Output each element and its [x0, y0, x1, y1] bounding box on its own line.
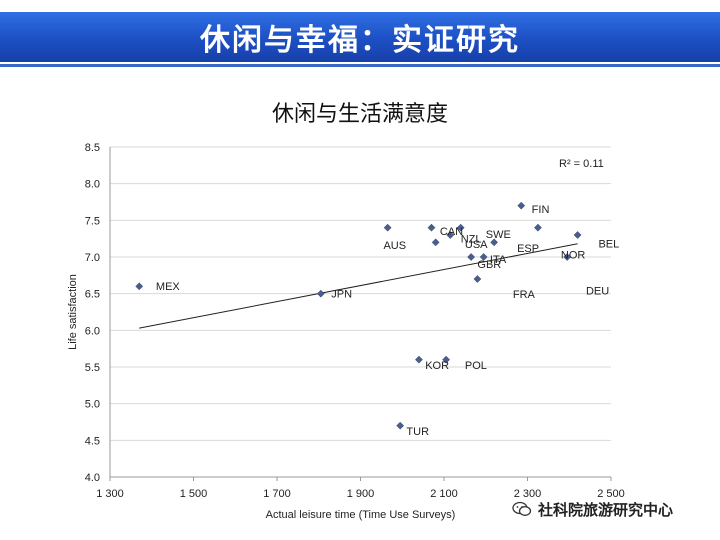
point-label: SWE: [486, 229, 511, 241]
data-point: [316, 289, 325, 298]
x-tick-label: 2 100: [430, 488, 458, 500]
wechat-icon: [512, 501, 532, 516]
point-label: MEX: [156, 281, 181, 293]
x-tick-label: 1 300: [96, 488, 124, 500]
data-point: [467, 253, 476, 261]
y-tick-label: 7.5: [85, 215, 100, 227]
data-point: [427, 223, 436, 232]
point-label: DEU: [586, 285, 609, 297]
data-point: [573, 231, 582, 239]
title-underline: [0, 64, 720, 67]
data-point: [442, 355, 451, 364]
point-label: FRA: [513, 289, 536, 301]
point-label: TUR: [406, 426, 429, 438]
data-point: [396, 421, 405, 430]
data-point: [490, 238, 499, 247]
x-tick-label: 2 500: [597, 488, 625, 500]
point-label: GBR: [477, 259, 501, 271]
point-label: JPN: [331, 288, 352, 300]
y-tick-label: 5.0: [85, 399, 100, 411]
slide-title: 休闲与幸福：实证研究: [200, 23, 520, 58]
y-axis-title: Life satisfaction: [67, 274, 79, 350]
data-point: [414, 355, 423, 364]
x-tick-label: 1 500: [180, 488, 208, 500]
data-point: [473, 275, 482, 283]
data-point: [135, 282, 144, 291]
trendline: [139, 243, 578, 329]
point-label: CAN: [440, 226, 463, 238]
watermark-text: 社科院旅游研究中心: [538, 500, 674, 519]
data-point: [431, 238, 440, 247]
y-tick-label: 5.5: [85, 362, 100, 374]
data-point: [456, 223, 465, 232]
point-label: ITA: [490, 254, 507, 266]
data-point: [446, 231, 455, 239]
point-label: NZL: [461, 233, 482, 245]
y-tick-label: 4.0: [85, 472, 100, 484]
watermark: 社科院旅游研究中心: [512, 497, 712, 521]
y-tick-label: 8.5: [85, 142, 100, 154]
x-tick-label: 1 700: [263, 488, 291, 500]
y-tick-label: 6.0: [85, 325, 100, 337]
y-tick-label: 4.5: [85, 435, 100, 447]
chart-title: 休闲与生活满意度: [271, 102, 448, 127]
point-label: AUS: [383, 240, 406, 252]
point-label: NOR: [561, 249, 586, 261]
data-point: [479, 253, 488, 261]
data-point: [383, 223, 392, 232]
x-axis-title: Actual leisure time (Time Use Surveys): [266, 509, 456, 521]
point-label: KOR: [425, 360, 449, 372]
point-label: POL: [465, 360, 487, 372]
point-label: ESP: [517, 243, 539, 255]
x-tick-label: 1 900: [347, 488, 375, 500]
y-tick-label: 8.0: [85, 179, 100, 191]
x-tick-label: 2 300: [514, 488, 542, 500]
r-squared-annotation: R² = 0.11: [559, 158, 604, 170]
y-tick-label: 6.5: [85, 289, 100, 301]
data-point: [563, 253, 572, 261]
y-tick-label: 7.0: [85, 252, 100, 264]
point-label: FIN: [532, 204, 550, 216]
point-label: USA: [465, 239, 488, 251]
slide-title-bar: 休闲与幸福：实证研究: [0, 12, 720, 62]
data-point: [517, 201, 526, 210]
point-label: BEL: [598, 238, 619, 250]
data-point: [533, 223, 542, 232]
